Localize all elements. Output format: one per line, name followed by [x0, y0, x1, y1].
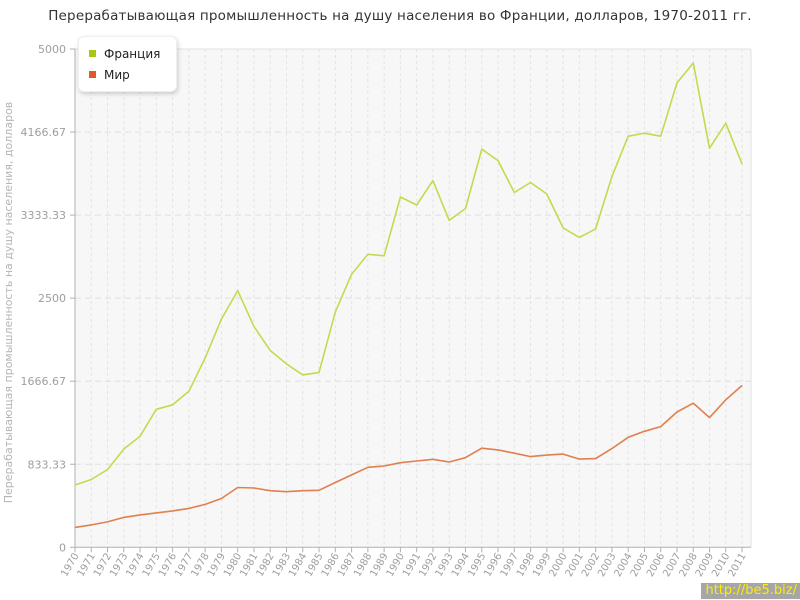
legend-item-france[interactable]: Франция [89, 43, 160, 64]
y-tick-label: 5000 [38, 43, 66, 56]
world-swatch-icon [89, 71, 96, 78]
y-tick-label: 833.33 [28, 458, 67, 471]
legend-label-france: Франция [104, 46, 161, 61]
legend-item-world[interactable]: Мир [89, 64, 160, 85]
y-tick-label: 4166.67 [21, 126, 67, 139]
chart-title: Перерабатывающая промышленность на душу … [48, 8, 752, 24]
y-tick-label: 2500 [38, 292, 66, 305]
france-line [74, 62, 743, 486]
legend-label-world: Мир [104, 67, 130, 82]
y-tick-label: 1666.67 [21, 375, 67, 388]
watermark-link[interactable]: http://be5.biz/ [701, 583, 800, 599]
france-swatch-icon [89, 50, 96, 57]
world-line [74, 384, 743, 529]
y-tick-label: 3333.33 [21, 209, 67, 222]
y-tick-label: 0 [59, 541, 66, 554]
legend: Франция Мир [78, 36, 178, 92]
